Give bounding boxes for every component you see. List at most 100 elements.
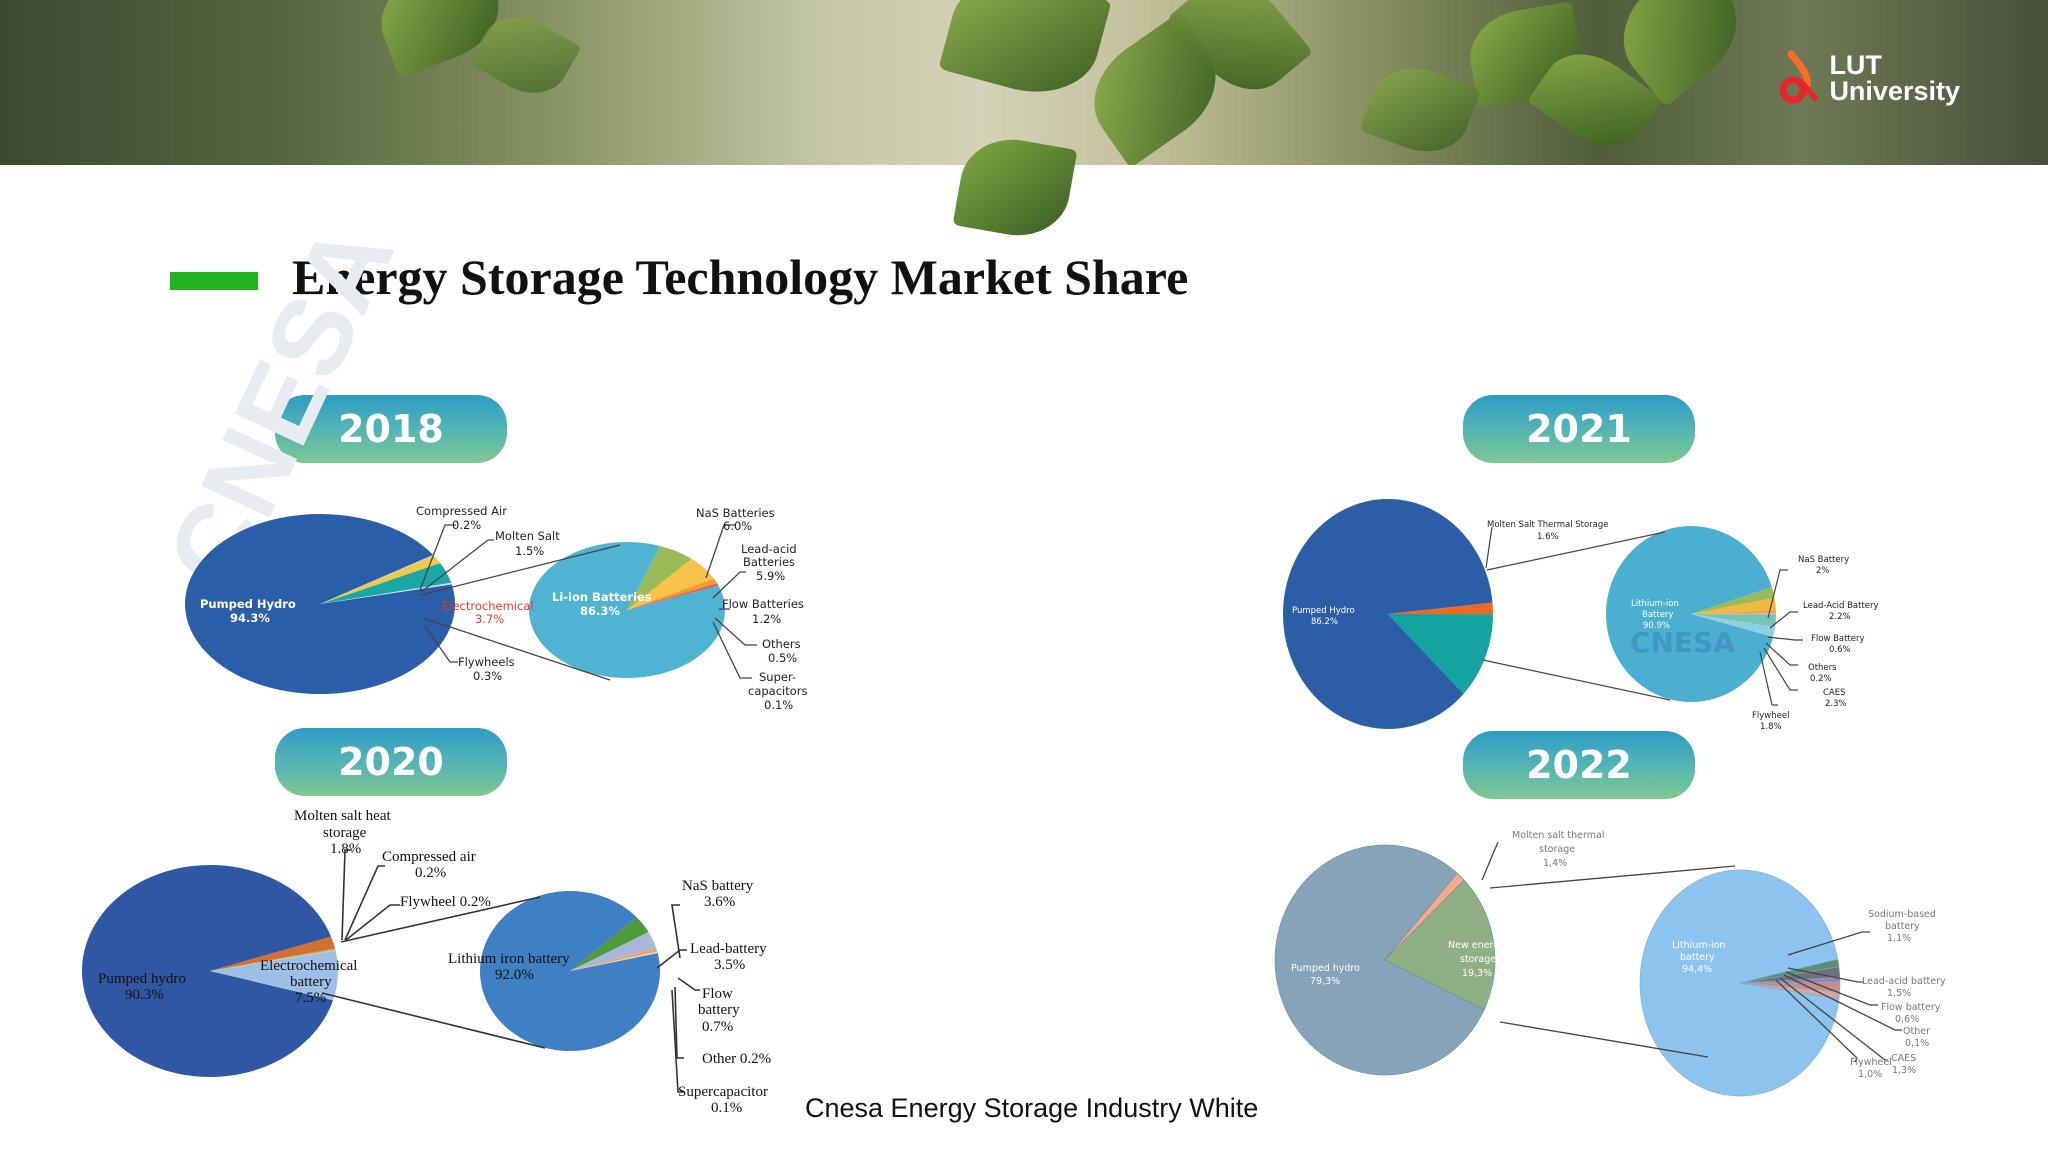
pie-2022-main-slice-molten-salt-thermal-storage bbox=[1384, 872, 1465, 961]
connector-lines-2018 bbox=[419, 524, 757, 681]
value-electrochemical-2020: 7.5% bbox=[295, 990, 326, 1006]
label-flow-2021: Flow Battery bbox=[1811, 634, 1865, 644]
pie-2021-main-slice-molten-salt-thermal-storage bbox=[1388, 602, 1493, 615]
pie-2018-main bbox=[184, 513, 455, 694]
label-other-2020: Other 0.2% bbox=[702, 1051, 771, 1067]
label-newenergy-2-2022: storage bbox=[1460, 954, 1496, 965]
label-lead-2021: Lead-Acid Battery bbox=[1803, 601, 1879, 611]
label-sodium-2022: Sodium-based bbox=[1868, 909, 1936, 920]
value-others-2018: 0.5% bbox=[768, 651, 797, 665]
label-super-2-2018: capacitors bbox=[748, 684, 808, 698]
value-pumped-2022: 79,3% bbox=[1310, 976, 1340, 987]
label-molten-salt-2020: Molten salt heat bbox=[294, 808, 391, 824]
pie-2022-sub-slice-flow-battery bbox=[1739, 977, 1841, 984]
labels-2021: Molten Salt Thermal Storage 1.6% NaS Bat… bbox=[1487, 520, 1879, 732]
value-nas-2021: 2% bbox=[1816, 566, 1830, 576]
label-molten-2-2022: storage bbox=[1539, 844, 1575, 855]
label-caes-2021: CAES bbox=[1823, 688, 1846, 698]
label-electrochemical-2-2020: battery bbox=[290, 974, 332, 990]
value-molten-2021: 1.6% bbox=[1537, 532, 1559, 542]
pie-2020-main-slice-pumped-hydro bbox=[82, 865, 334, 1078]
pie-2021-sub-slice-flywheel bbox=[1691, 614, 1776, 637]
logo-line2: University bbox=[1829, 76, 1960, 106]
year-badge-2018: 2018 bbox=[275, 395, 507, 463]
value-flywheel-2022: 1,0% bbox=[1858, 1069, 1882, 1080]
label-pumped-2022: Pumped hydro bbox=[1291, 963, 1360, 974]
label-molten-salt-2018: Molten Salt bbox=[495, 529, 560, 543]
pie-2021-sub-slice-nas-battery bbox=[1691, 587, 1775, 614]
pie-2020-sub-slice-supercapacitor bbox=[570, 952, 658, 971]
pie-2022-sub-slice-sodium-based-battery bbox=[1739, 958, 1840, 984]
label-nas-2021: NaS Battery bbox=[1798, 555, 1849, 565]
pie-2018-main-slice-molten-salt bbox=[320, 555, 441, 604]
value-lead-2021: 2.2% bbox=[1829, 612, 1851, 622]
labels-2018: Compressed Air 0.2% Molten Salt 1.5% Fly… bbox=[416, 504, 808, 712]
page-title: Energy Storage Technology Market Share bbox=[292, 249, 1189, 305]
label-lithium-2022: Lithium-ion bbox=[1672, 940, 1726, 951]
label-pumped-hydro-2018: Pumped Hydro bbox=[200, 597, 296, 611]
value-sodium-2022: 1,1% bbox=[1887, 933, 1911, 944]
value-flow-2021: 0.6% bbox=[1829, 645, 1851, 655]
watermark-2021: CNESA bbox=[1630, 626, 1735, 659]
pie-2020-sub-slice-lithium-iron-battery bbox=[479, 891, 660, 1052]
label-flywheel-2021: Flywheel bbox=[1752, 711, 1789, 721]
pie-2018-sub-slice-others bbox=[627, 583, 719, 610]
label-lead-2020: Lead-battery bbox=[690, 941, 767, 957]
inner-labels-2018: Pumped Hydro 94.3% Electrochemical 3.7% … bbox=[200, 590, 652, 626]
value-nas-2020: 3.6% bbox=[704, 894, 735, 910]
pie-2020-main bbox=[82, 865, 339, 1078]
connector-lines-2021 bbox=[1482, 526, 1803, 706]
value-caes-2021: 2.3% bbox=[1825, 699, 1847, 709]
pie-2020-main-slice-electrochemical-battery bbox=[210, 950, 339, 1001]
label-flywheels-2018: Flywheels bbox=[458, 655, 515, 669]
pie-2018-main-slice-compressed-air bbox=[320, 554, 435, 604]
value-lead-acid-2018: 5.9% bbox=[756, 569, 785, 583]
pie-2021-sub-slice-others bbox=[1691, 613, 1776, 615]
label-pumped-2021: Pumped Hydro bbox=[1292, 606, 1355, 616]
label-flow-2020: Flow bbox=[702, 986, 733, 1002]
year-badge-2022: 2022 bbox=[1463, 731, 1695, 799]
value-compressed-air-2020: 0.2% bbox=[415, 865, 446, 881]
pie-2021-main bbox=[1283, 498, 1493, 729]
lut-logo: LUT University bbox=[1779, 50, 1960, 106]
leaf-decoration bbox=[1359, 55, 1481, 165]
source-caption: Cnesa Energy Storage Industry White bbox=[805, 1093, 1259, 1123]
label-nas-2018: NaS Batteries bbox=[696, 506, 775, 520]
label-other-2022: Other bbox=[1903, 1026, 1930, 1037]
value-molten-salt-2018: 1.5% bbox=[515, 544, 544, 558]
pie-2021-sub-slice-lead-acid-battery bbox=[1691, 597, 1776, 614]
pie-2021-sub-slice-lithium-ion-battery bbox=[1606, 525, 1774, 702]
value-other-2022: 0,1% bbox=[1905, 1038, 1929, 1049]
pie-2020-sub-slice-other bbox=[570, 951, 658, 971]
pie-2022-sub-slice-caes bbox=[1739, 982, 1841, 992]
label-others-2021: Others bbox=[1808, 663, 1837, 673]
label-lithium-2-2022: battery bbox=[1680, 952, 1715, 963]
label-lithium-2021: Lithium-ion bbox=[1631, 599, 1679, 609]
leaf-decoration bbox=[938, 0, 1112, 108]
pie-2018-sub-slice-flow-batteries bbox=[627, 578, 718, 610]
value-pumped-2021: 86.2% bbox=[1311, 617, 1338, 627]
inner-labels-2022: Pumped hydro 79,3% New energy storage 19… bbox=[1291, 940, 1726, 987]
value-nas-2018: 6.0% bbox=[723, 519, 752, 533]
pie-2020-main-slice-compressed-air bbox=[210, 948, 336, 971]
label-flow-2-2020: battery bbox=[698, 1002, 740, 1018]
pie-2018-main-slice-electrochemical bbox=[320, 563, 452, 604]
value-pumped-hydro-2020: 90.3% bbox=[125, 987, 164, 1003]
pie-2020-main-slice-flywheel bbox=[210, 949, 336, 971]
label-compressed-air-2020: Compressed air bbox=[382, 849, 476, 865]
value-liion-2018: 86.3% bbox=[580, 604, 620, 618]
label-lead-2022: Lead-acid battery bbox=[1862, 976, 1946, 987]
label-flow-2018: Flow Batteries bbox=[722, 597, 804, 611]
title-accent-bar bbox=[170, 272, 258, 290]
value-super-2018: 0.1% bbox=[764, 698, 793, 712]
label-super-2018: Super- bbox=[759, 670, 796, 684]
pie-2020-sub bbox=[479, 891, 660, 1052]
value-flow-2018: 1.2% bbox=[752, 612, 781, 626]
pie-2018-sub-slice-super-capacitors bbox=[627, 585, 719, 610]
label-others-2018: Others bbox=[762, 637, 801, 651]
value-lithium-2022: 94,4% bbox=[1682, 964, 1712, 975]
value-compressed-air-2018: 0.2% bbox=[452, 518, 481, 532]
label-lead-acid-2-2018: Batteries bbox=[743, 555, 795, 569]
header-banner: LUT University bbox=[0, 0, 2048, 165]
pie-2021-sub-slice-caes bbox=[1691, 614, 1776, 628]
